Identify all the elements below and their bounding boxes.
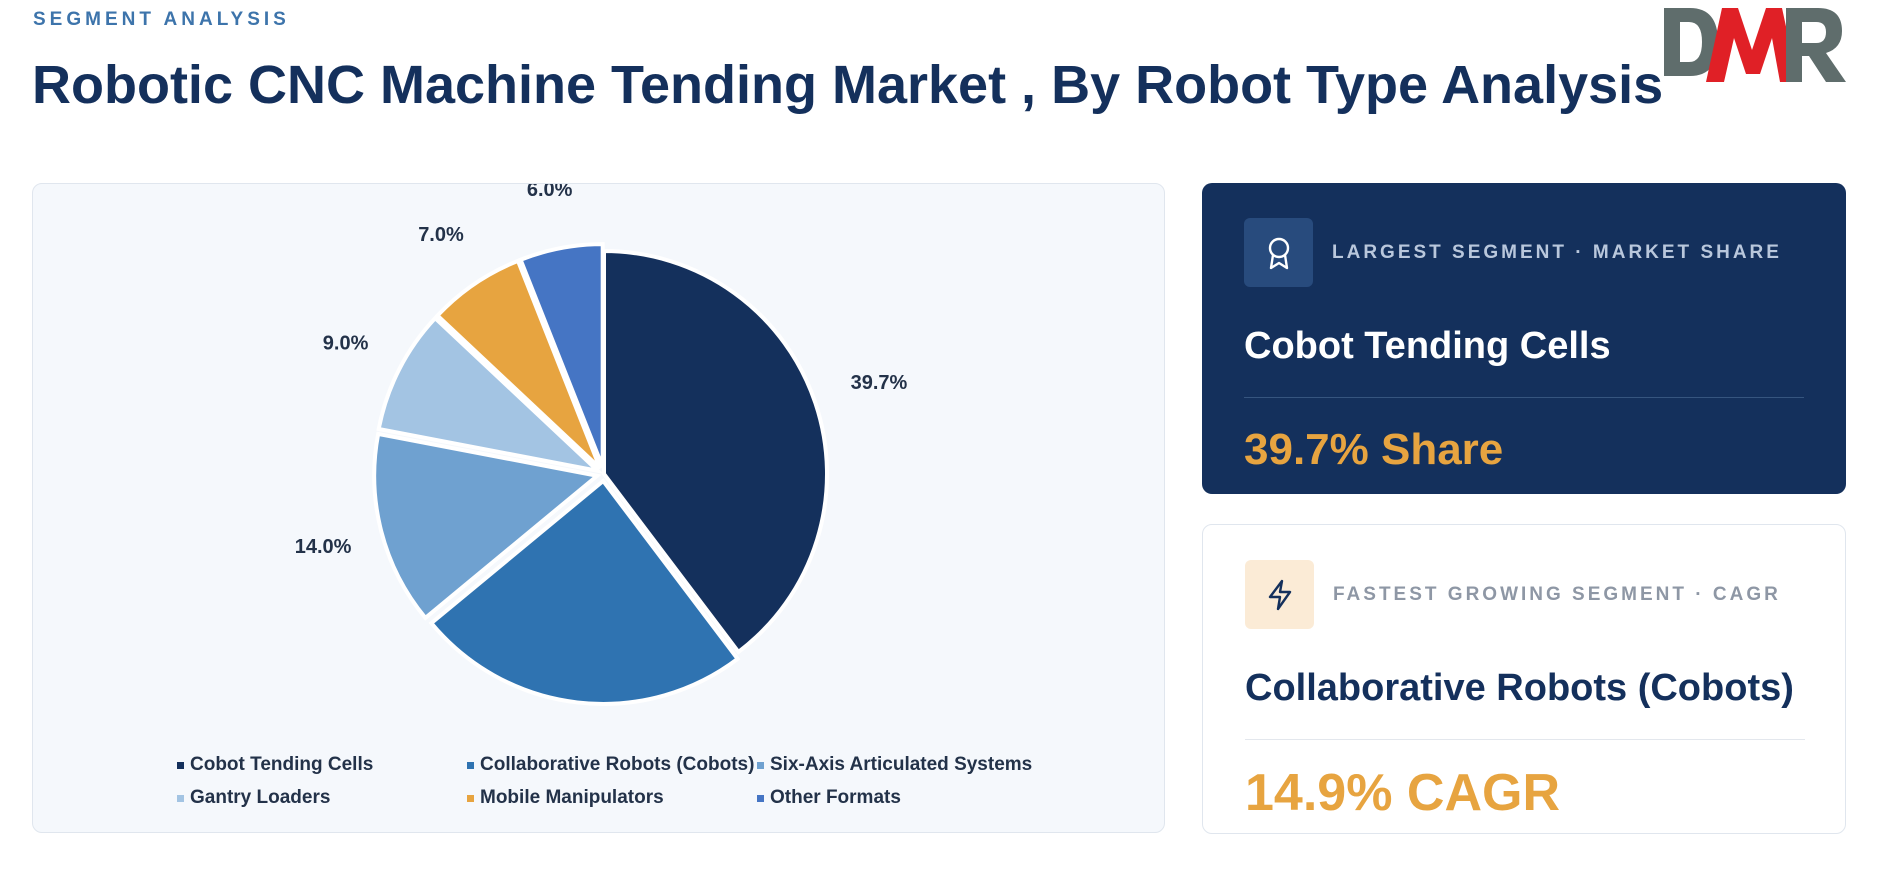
legend-item: Cobot Tending Cells bbox=[177, 754, 373, 776]
pie-slice-4 bbox=[376, 315, 605, 475]
legend-swatch bbox=[177, 794, 184, 802]
legend-item: Mobile Manipulators bbox=[467, 787, 664, 809]
legend-swatch bbox=[177, 761, 184, 769]
divider bbox=[1244, 397, 1804, 398]
award-icon-box bbox=[1244, 218, 1313, 287]
pie-chart: 39.7% 24.3% 14.0% 9.0% 7.0% 6.0% bbox=[295, 184, 908, 754]
award-icon bbox=[1268, 237, 1289, 269]
lightning-icon bbox=[1268, 579, 1291, 610]
fastest-growing-name: Collaborative Robots (Cobots) bbox=[1245, 667, 1794, 709]
legend-label: Six-Axis Articulated Systems bbox=[770, 754, 1033, 775]
fastest-growing-value: 14.9% CAGR bbox=[1245, 764, 1560, 822]
lightning-icon-box bbox=[1245, 560, 1314, 629]
legend-label: Cobot Tending Cells bbox=[190, 754, 374, 775]
legend-swatch bbox=[757, 761, 764, 769]
largest-segment-kicker: LARGEST SEGMENT · MARKET SHARE bbox=[1332, 242, 1782, 263]
pie-slice-3 bbox=[372, 431, 602, 621]
legend-swatch bbox=[467, 761, 474, 769]
pie-slice-5 bbox=[434, 258, 602, 470]
fastest-growing-kicker: FASTEST GROWING SEGMENT · CAGR bbox=[1333, 584, 1781, 605]
pie-slice-1 bbox=[602, 248, 829, 655]
pie-slice-2 bbox=[428, 478, 741, 706]
largest-segment-card: LARGEST SEGMENT · MARKET SHARE Cobot Ten… bbox=[1202, 183, 1846, 494]
pie-slice-6 bbox=[518, 242, 605, 468]
slice-value-label: 9.0% bbox=[323, 332, 369, 354]
legend-item: Six-Axis Articulated Systems bbox=[757, 754, 1032, 776]
slice-value-label: 39.7% bbox=[851, 372, 908, 394]
legend-swatch bbox=[467, 794, 474, 802]
slice-value-label: 6.0% bbox=[527, 184, 573, 201]
legend-label: Gantry Loaders bbox=[190, 787, 331, 808]
largest-segment-value: 39.7% Share bbox=[1244, 425, 1504, 474]
legend-swatch bbox=[757, 794, 764, 802]
legend-item: Collaborative Robots (Cobots) bbox=[467, 754, 754, 776]
slice-value-label: 24.3% bbox=[542, 752, 599, 754]
pie-chart-card: 39.7% 24.3% 14.0% 9.0% 7.0% 6.0% Cobot Tendin… bbox=[32, 183, 1165, 833]
largest-segment-name: Cobot Tending Cells bbox=[1244, 325, 1611, 367]
legend-label: Other Formats bbox=[770, 787, 901, 808]
page-title: Robotic CNC Machine Tending Market , By … bbox=[32, 55, 1664, 115]
divider bbox=[1245, 739, 1805, 740]
fastest-growing-card: FASTEST GROWING SEGMENT · CAGR Collabora… bbox=[1202, 524, 1846, 834]
legend-item: Other Formats bbox=[757, 787, 901, 809]
legend-label: Collaborative Robots (Cobots) bbox=[480, 754, 755, 775]
dmr-logo bbox=[1664, 8, 1846, 82]
legend-label: Mobile Manipulators bbox=[480, 787, 664, 808]
slice-value-label: 7.0% bbox=[418, 224, 464, 246]
section-eyebrow: SEGMENT ANALYSIS bbox=[33, 9, 290, 30]
slice-value-label: 14.0% bbox=[295, 536, 352, 558]
legend-item: Gantry Loaders bbox=[177, 787, 330, 809]
